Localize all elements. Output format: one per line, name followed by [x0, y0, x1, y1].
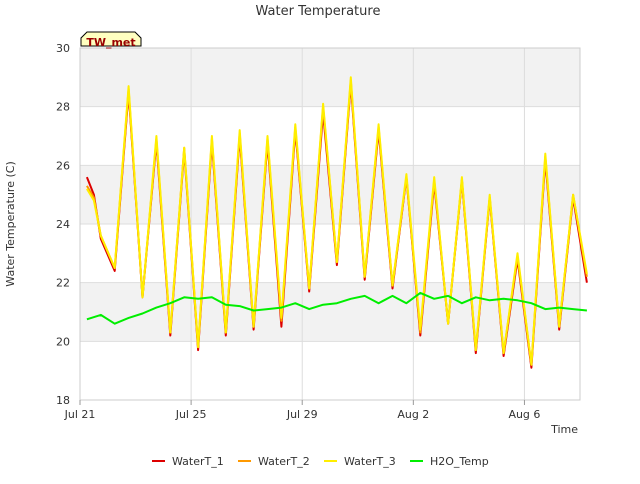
legend: WaterT_1 WaterT_2 WaterT_3 H2O_Temp: [152, 455, 489, 468]
legend-label: WaterT_1: [172, 455, 224, 468]
plot-band: [80, 106, 580, 166]
legend-label: WaterT_2: [258, 455, 310, 468]
series-line-watert-3: [86, 76, 588, 366]
plot-frame: [79, 47, 581, 401]
plot-band: [80, 224, 580, 283]
series-line-h2o-temp: [86, 291, 588, 325]
x-tick-label: Jul 21: [64, 408, 96, 421]
y-axis-label: Water Temperature (C): [4, 161, 17, 286]
site-badge-label: TW_met: [86, 36, 135, 49]
y-tick-label: 24: [56, 218, 70, 231]
y-axis: 18 20 22 24 26 28 30: [56, 42, 70, 407]
y-tick-label: 26: [56, 159, 70, 172]
x-tick-label: Jul 25: [175, 408, 207, 421]
y-tick-label: 28: [56, 101, 70, 114]
plot-band: [80, 282, 580, 342]
site-badge: TW_met: [80, 31, 142, 49]
plot-band: [80, 341, 580, 400]
site-badge-box: [80, 31, 142, 47]
x-axis: Jul 21 Jul 25 Jul 29 Aug 2 Aug 6: [64, 400, 540, 421]
plot-band: [80, 48, 580, 107]
legend-label: H2O_Temp: [430, 455, 489, 468]
y-tick-label: 18: [56, 394, 70, 407]
y-tick-label: 22: [56, 277, 70, 290]
chart-title: Water Temperature: [256, 4, 381, 19]
y-tick-label: 30: [56, 42, 70, 55]
series-layer: [85, 76, 588, 369]
x-tick-label: Jul 29: [286, 408, 318, 421]
x-axis-label: Time: [550, 423, 578, 436]
legend-label: WaterT_3: [344, 455, 396, 468]
x-tick-label: Aug 6: [508, 408, 540, 421]
x-tick-label: Aug 2: [397, 408, 429, 421]
y-tick-label: 20: [56, 335, 70, 348]
